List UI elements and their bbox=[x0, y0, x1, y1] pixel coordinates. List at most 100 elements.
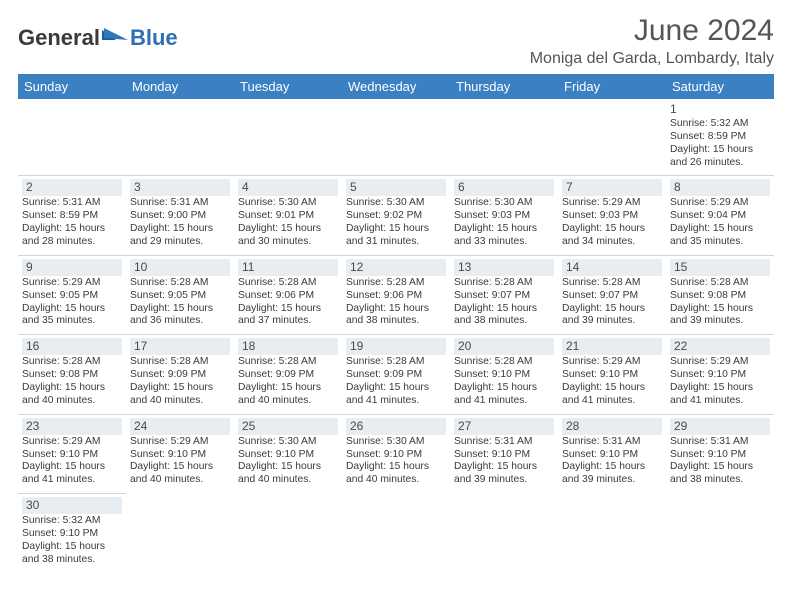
daylight-text: and 39 minutes. bbox=[562, 315, 662, 328]
day-number: 20 bbox=[454, 338, 554, 355]
sunrise-text: Sunrise: 5:28 AM bbox=[454, 356, 554, 369]
sunrise-text: Sunrise: 5:30 AM bbox=[346, 436, 446, 449]
calendar-cell bbox=[450, 99, 558, 176]
calendar-week: 9Sunrise: 5:29 AMSunset: 9:05 PMDaylight… bbox=[18, 255, 774, 334]
sunrise-text: Sunrise: 5:28 AM bbox=[454, 277, 554, 290]
daylight-text: Daylight: 15 hours bbox=[454, 223, 554, 236]
sunset-text: Sunset: 9:10 PM bbox=[346, 449, 446, 462]
calendar-page: General Blue June 2024 Moniga del Garda,… bbox=[0, 0, 792, 612]
day-number: 22 bbox=[670, 338, 770, 355]
sunrise-text: Sunrise: 5:30 AM bbox=[238, 197, 338, 210]
sunrise-text: Sunrise: 5:32 AM bbox=[22, 515, 122, 528]
daylight-text: and 33 minutes. bbox=[454, 236, 554, 249]
day-header: Sunday bbox=[18, 74, 126, 99]
daylight-text: Daylight: 15 hours bbox=[346, 303, 446, 316]
day-header: Thursday bbox=[450, 74, 558, 99]
daylight-text: and 41 minutes. bbox=[562, 395, 662, 408]
sunset-text: Sunset: 9:03 PM bbox=[562, 210, 662, 223]
sunrise-text: Sunrise: 5:31 AM bbox=[670, 436, 770, 449]
calendar-cell: 9Sunrise: 5:29 AMSunset: 9:05 PMDaylight… bbox=[18, 255, 126, 334]
calendar-cell: 4Sunrise: 5:30 AMSunset: 9:01 PMDaylight… bbox=[234, 176, 342, 255]
calendar-cell: 2Sunrise: 5:31 AMSunset: 8:59 PMDaylight… bbox=[18, 176, 126, 255]
calendar-cell: 29Sunrise: 5:31 AMSunset: 9:10 PMDayligh… bbox=[666, 414, 774, 493]
calendar-cell bbox=[234, 99, 342, 176]
daylight-text: Daylight: 15 hours bbox=[454, 303, 554, 316]
calendar-cell: 26Sunrise: 5:30 AMSunset: 9:10 PMDayligh… bbox=[342, 414, 450, 493]
daylight-text: and 41 minutes. bbox=[346, 395, 446, 408]
daylight-text: and 40 minutes. bbox=[346, 474, 446, 487]
daylight-text: and 38 minutes. bbox=[670, 474, 770, 487]
calendar-week: 1Sunrise: 5:32 AMSunset: 8:59 PMDaylight… bbox=[18, 99, 774, 176]
day-number: 10 bbox=[130, 259, 230, 276]
daylight-text: Daylight: 15 hours bbox=[670, 461, 770, 474]
sunset-text: Sunset: 9:05 PM bbox=[130, 290, 230, 303]
calendar-cell: 19Sunrise: 5:28 AMSunset: 9:09 PMDayligh… bbox=[342, 335, 450, 414]
sunrise-text: Sunrise: 5:29 AM bbox=[130, 436, 230, 449]
sunrise-text: Sunrise: 5:28 AM bbox=[562, 277, 662, 290]
title-block: June 2024 Moniga del Garda, Lombardy, It… bbox=[530, 14, 774, 68]
daylight-text: and 36 minutes. bbox=[130, 315, 230, 328]
calendar-cell: 28Sunrise: 5:31 AMSunset: 9:10 PMDayligh… bbox=[558, 414, 666, 493]
sunset-text: Sunset: 9:09 PM bbox=[238, 369, 338, 382]
daylight-text: Daylight: 15 hours bbox=[22, 541, 122, 554]
daylight-text: and 26 minutes. bbox=[670, 157, 770, 170]
day-number: 27 bbox=[454, 418, 554, 435]
sunrise-text: Sunrise: 5:28 AM bbox=[130, 277, 230, 290]
calendar-cell bbox=[18, 99, 126, 176]
daylight-text: and 40 minutes. bbox=[238, 474, 338, 487]
day-header: Wednesday bbox=[342, 74, 450, 99]
sunset-text: Sunset: 9:08 PM bbox=[22, 369, 122, 382]
sunrise-text: Sunrise: 5:28 AM bbox=[346, 356, 446, 369]
calendar-week: 30Sunrise: 5:32 AMSunset: 9:10 PMDayligh… bbox=[18, 494, 774, 573]
sunset-text: Sunset: 9:02 PM bbox=[346, 210, 446, 223]
calendar-cell bbox=[126, 494, 234, 573]
calendar-cell: 30Sunrise: 5:32 AMSunset: 9:10 PMDayligh… bbox=[18, 494, 126, 573]
calendar-cell: 22Sunrise: 5:29 AMSunset: 9:10 PMDayligh… bbox=[666, 335, 774, 414]
day-header: Tuesday bbox=[234, 74, 342, 99]
day-number: 24 bbox=[130, 418, 230, 435]
daylight-text: and 39 minutes. bbox=[670, 315, 770, 328]
calendar-cell: 14Sunrise: 5:28 AMSunset: 9:07 PMDayligh… bbox=[558, 255, 666, 334]
sunrise-text: Sunrise: 5:29 AM bbox=[670, 356, 770, 369]
sunrise-text: Sunrise: 5:31 AM bbox=[130, 197, 230, 210]
daylight-text: Daylight: 15 hours bbox=[238, 223, 338, 236]
day-number: 19 bbox=[346, 338, 446, 355]
daylight-text: Daylight: 15 hours bbox=[670, 303, 770, 316]
sunset-text: Sunset: 9:00 PM bbox=[130, 210, 230, 223]
daylight-text: and 40 minutes. bbox=[238, 395, 338, 408]
sunrise-text: Sunrise: 5:29 AM bbox=[562, 356, 662, 369]
day-number: 25 bbox=[238, 418, 338, 435]
day-number: 12 bbox=[346, 259, 446, 276]
daylight-text: Daylight: 15 hours bbox=[562, 303, 662, 316]
sunrise-text: Sunrise: 5:28 AM bbox=[670, 277, 770, 290]
daylight-text: Daylight: 15 hours bbox=[346, 382, 446, 395]
day-number: 21 bbox=[562, 338, 662, 355]
daylight-text: Daylight: 15 hours bbox=[22, 382, 122, 395]
sunset-text: Sunset: 9:10 PM bbox=[670, 449, 770, 462]
day-number: 2 bbox=[22, 179, 122, 196]
daylight-text: Daylight: 15 hours bbox=[454, 382, 554, 395]
daylight-text: and 41 minutes. bbox=[670, 395, 770, 408]
sunset-text: Sunset: 9:10 PM bbox=[238, 449, 338, 462]
daylight-text: and 40 minutes. bbox=[130, 395, 230, 408]
location-subtitle: Moniga del Garda, Lombardy, Italy bbox=[530, 50, 774, 68]
daylight-text: and 40 minutes. bbox=[130, 474, 230, 487]
calendar-body: 1Sunrise: 5:32 AMSunset: 8:59 PMDaylight… bbox=[18, 99, 774, 573]
sunset-text: Sunset: 9:09 PM bbox=[130, 369, 230, 382]
logo: General Blue bbox=[18, 14, 178, 51]
sunrise-text: Sunrise: 5:29 AM bbox=[670, 197, 770, 210]
header: General Blue June 2024 Moniga del Garda,… bbox=[18, 14, 774, 68]
day-number: 29 bbox=[670, 418, 770, 435]
sunrise-text: Sunrise: 5:30 AM bbox=[238, 436, 338, 449]
daylight-text: and 40 minutes. bbox=[22, 395, 122, 408]
calendar-cell: 13Sunrise: 5:28 AMSunset: 9:07 PMDayligh… bbox=[450, 255, 558, 334]
calendar-cell: 23Sunrise: 5:29 AMSunset: 9:10 PMDayligh… bbox=[18, 414, 126, 493]
day-number: 4 bbox=[238, 179, 338, 196]
sunrise-text: Sunrise: 5:31 AM bbox=[562, 436, 662, 449]
sunset-text: Sunset: 9:07 PM bbox=[454, 290, 554, 303]
sunrise-text: Sunrise: 5:28 AM bbox=[130, 356, 230, 369]
calendar-cell bbox=[450, 494, 558, 573]
day-number: 6 bbox=[454, 179, 554, 196]
daylight-text: and 29 minutes. bbox=[130, 236, 230, 249]
daylight-text: and 37 minutes. bbox=[238, 315, 338, 328]
